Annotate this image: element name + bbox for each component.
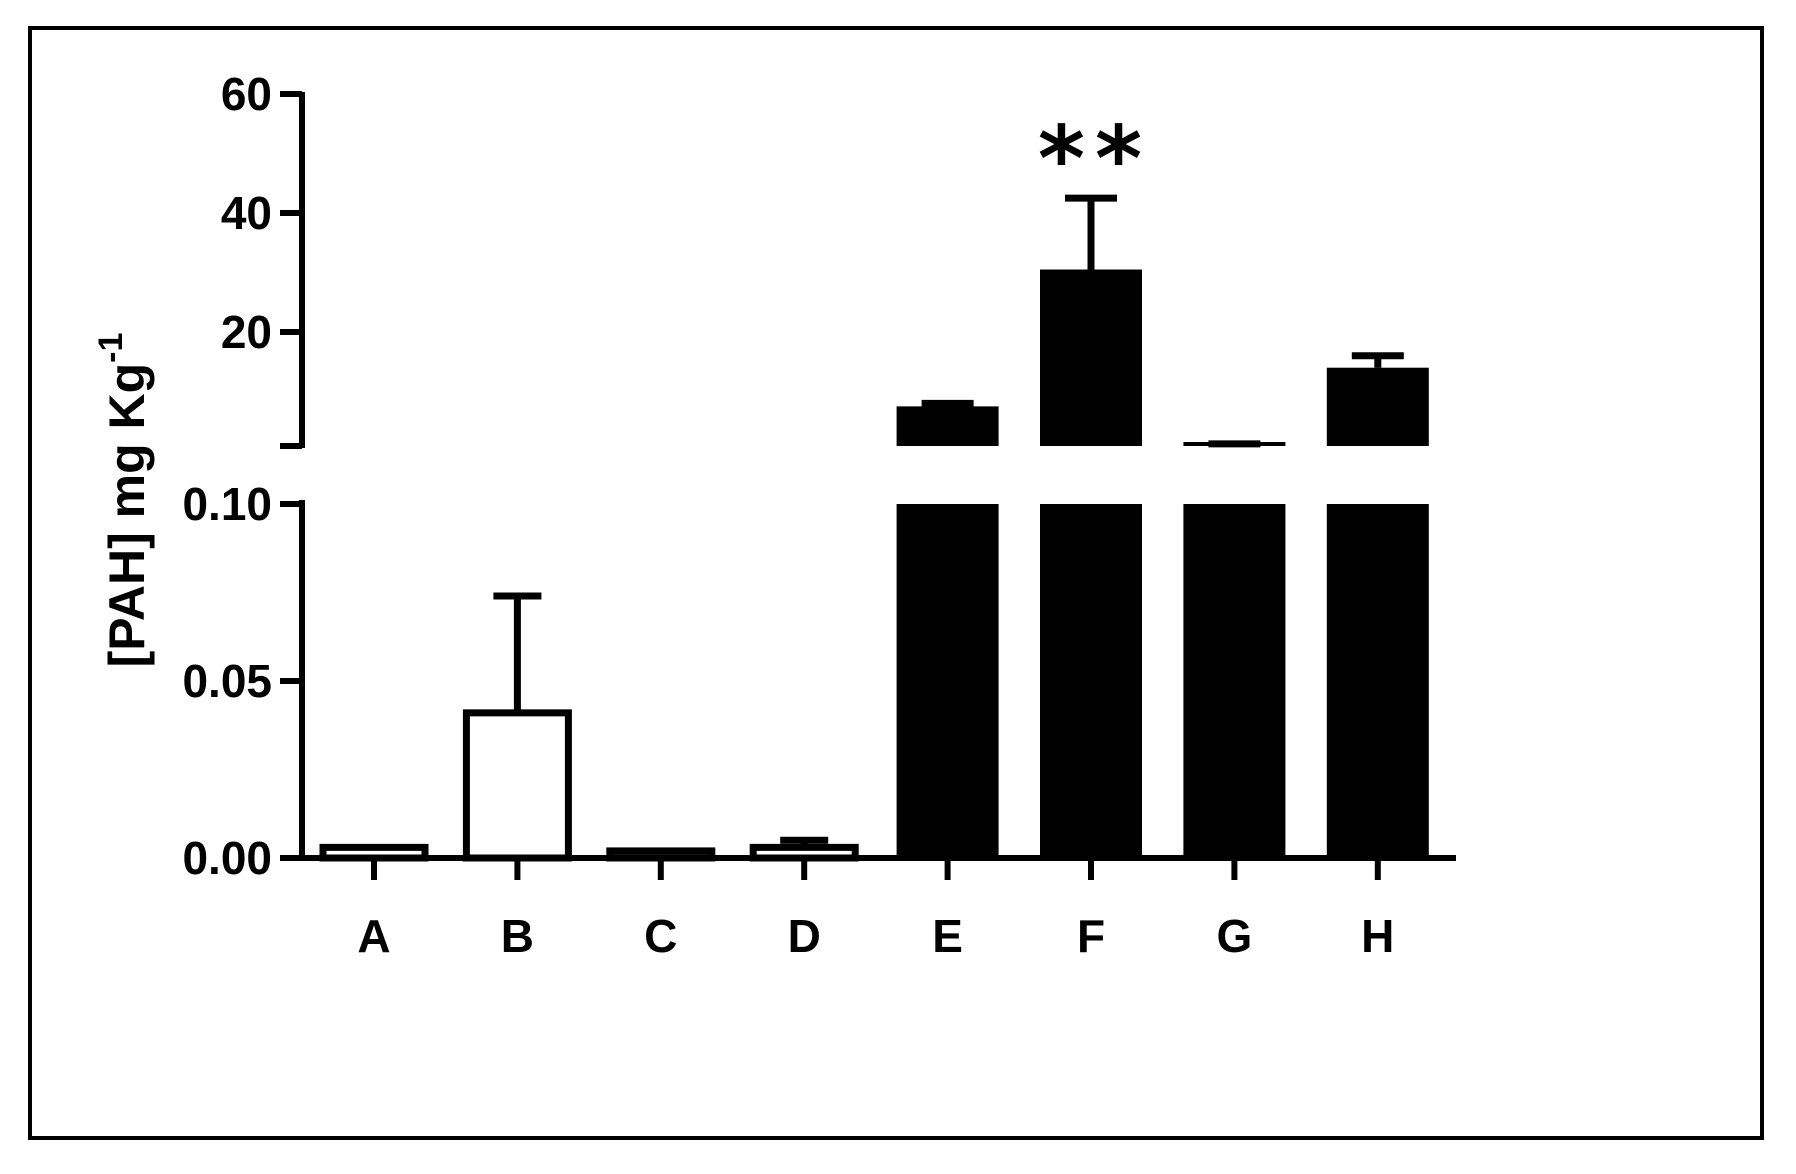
- x-tick-label-D: D: [788, 910, 821, 962]
- bar-H-upper: [1326, 367, 1429, 446]
- bar-G-lower: [1183, 504, 1286, 858]
- x-tick-label-F: F: [1077, 910, 1105, 962]
- bar-F-upper: [1040, 269, 1142, 446]
- bar-B: [462, 709, 572, 862]
- y-axis-label-superscript: -1: [92, 333, 130, 363]
- x-tick-label-B: B: [501, 910, 534, 962]
- bar-chart: 0.00 0.05 0.10 20 40 60 A B C D E F G H ** [PAH] mg Kg…: [92, 68, 1456, 962]
- bars-layer: [319, 194, 1429, 862]
- x-tick-label-A: A: [357, 910, 390, 962]
- x-tick-label-C: C: [644, 910, 677, 962]
- y-tick-label-lower: 0.00: [182, 832, 272, 884]
- y-tick-label-upper: 40: [221, 187, 272, 239]
- y-tick-label-lower: 0.10: [182, 478, 272, 530]
- y-tick-label-upper: 20: [221, 306, 272, 358]
- significance-annotation: **: [1038, 107, 1152, 212]
- bar-E-lower: [896, 504, 999, 858]
- bar-E-upper: [896, 406, 999, 446]
- bar-H-lower: [1326, 504, 1429, 858]
- x-tick-label-G: G: [1217, 910, 1253, 962]
- labels-layer: 0.00 0.05 0.10 20 40 60 A B C D E F G H **: [182, 68, 1394, 962]
- x-tick-label-E: E: [932, 910, 963, 962]
- axes-layer: [280, 91, 1456, 880]
- chart-frame: 0.00 0.05 0.10 20 40 60 A B C D E F G H ** [PAH] mg Kg…: [28, 26, 1764, 1140]
- bar-F-lower: [1040, 504, 1142, 858]
- y-tick-label-lower: 0.05: [182, 655, 272, 707]
- y-axis-label: [PAH] mg Kg-1: [92, 333, 155, 668]
- y-axis-label-text: [PAH] mg Kg: [99, 363, 155, 668]
- y-tick-label-upper: 60: [221, 68, 272, 120]
- x-tick-label-H: H: [1361, 910, 1394, 962]
